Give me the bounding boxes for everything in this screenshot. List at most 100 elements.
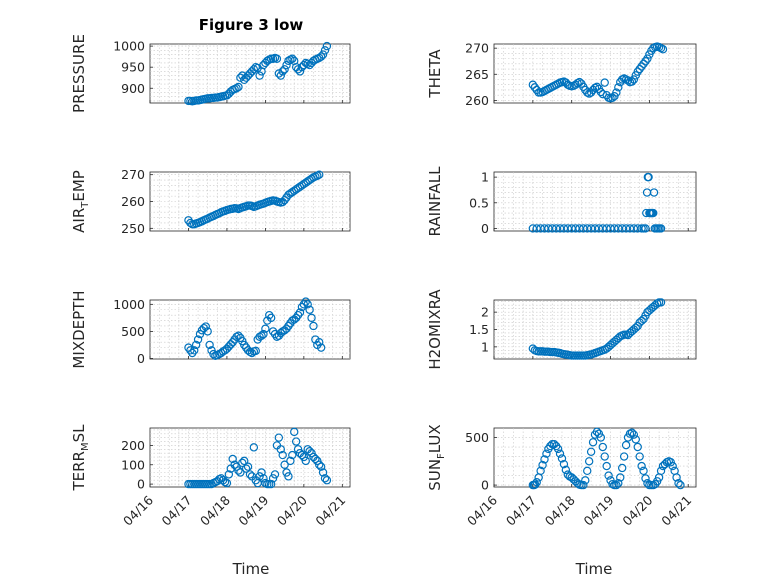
data-point (301, 456, 310, 466)
data-point (251, 346, 260, 356)
y-tick-label: 500 (121, 324, 145, 339)
y-axis-label: H2OMIXRA (426, 289, 444, 370)
data-point (542, 449, 551, 458)
data-point (588, 438, 598, 447)
y-tick-label: 0 (137, 477, 145, 492)
data-point (676, 480, 685, 490)
data-point (280, 65, 289, 74)
data-point (555, 449, 565, 458)
data-point (259, 329, 268, 339)
data-point (234, 466, 243, 475)
data-point (318, 50, 328, 59)
data-point (668, 461, 677, 471)
subplot-3: 250 260 270 AIRTEMP (70, 167, 351, 236)
subplot-7: 0 100 200 TERRMSL 04/16 04/17 04/18 04/19 04/20 0… (70, 424, 351, 529)
data-point (291, 437, 301, 446)
data-point (639, 59, 648, 69)
x-axis-label-left: Time (232, 560, 270, 578)
data-point (592, 427, 602, 437)
data-point (266, 479, 276, 489)
data-point (530, 480, 540, 489)
data-point (295, 308, 305, 317)
data-point (614, 478, 623, 488)
x-tick-label: 04/17 (158, 493, 194, 529)
data-point (282, 60, 291, 70)
data-point (649, 188, 659, 197)
y-axis-label: TERRMSL (70, 424, 91, 492)
data-point (203, 327, 212, 336)
x-tick-label: 04/16 (464, 492, 500, 528)
data-point (641, 474, 650, 483)
data-point (257, 468, 266, 477)
data-point (635, 452, 644, 461)
data-point (201, 322, 210, 331)
data-point (234, 331, 243, 340)
y-axis-label: THETA (426, 49, 444, 99)
data-point (322, 476, 332, 485)
data-point (639, 466, 648, 476)
data-point (561, 465, 571, 475)
data-point (193, 335, 203, 344)
data-point (598, 89, 607, 99)
data-point (559, 459, 569, 469)
x-tick-label: 04/21 (658, 493, 694, 529)
data-point (629, 75, 639, 84)
data-point (643, 478, 652, 488)
x-tick-label: 04/20 (274, 492, 310, 528)
data-point (656, 224, 666, 233)
data-point (303, 300, 312, 309)
data-point (232, 332, 241, 342)
data-point (617, 463, 627, 473)
data-point (234, 82, 243, 92)
data-point (240, 456, 249, 466)
data-point (190, 346, 199, 355)
data-point (280, 460, 289, 469)
data-point (261, 324, 270, 333)
y-tick-label: 260 (465, 93, 489, 108)
data-point (581, 476, 590, 485)
y-tick-label: 1 (481, 170, 489, 185)
data-point (232, 84, 241, 93)
data-point (553, 444, 563, 454)
data-point (222, 478, 232, 488)
data-point (318, 468, 328, 477)
data-point (249, 65, 259, 74)
data-point (274, 433, 284, 442)
data-point (320, 46, 330, 55)
data-point (528, 80, 538, 89)
data-point (245, 470, 255, 479)
data-point (641, 224, 650, 233)
subplot-2: 260 265 270 THETA (426, 41, 697, 108)
data-point (209, 349, 218, 359)
x-axis-label-right: Time (575, 560, 613, 578)
data-point (315, 170, 324, 179)
y-tick-label: 200 (121, 438, 145, 453)
figure-title: Figure 3 low (199, 16, 304, 34)
data-point (305, 447, 314, 456)
data-point (276, 71, 285, 80)
data-point (270, 470, 280, 479)
data-point (627, 77, 637, 86)
data-point (316, 462, 326, 471)
data-point (293, 445, 303, 454)
data-point (255, 71, 264, 80)
data-point (656, 466, 666, 476)
data-point (672, 473, 681, 482)
data-point (616, 473, 625, 482)
data-point (295, 67, 305, 76)
y-axis-label: SUNFLUX (426, 424, 447, 490)
data-point (604, 471, 613, 480)
data-point (257, 331, 266, 340)
data-point (278, 67, 287, 76)
x-tick-label: 04/17 (503, 493, 539, 529)
data-point (315, 460, 324, 469)
x-tick-label: 04/19 (235, 492, 271, 528)
y-tick-label: 950 (121, 60, 145, 75)
axes-frame (493, 427, 697, 488)
data-point (633, 67, 642, 76)
y-tick-label: 0 (137, 351, 145, 366)
data-point (322, 41, 332, 51)
data-point (309, 321, 318, 331)
data-point (259, 474, 268, 483)
